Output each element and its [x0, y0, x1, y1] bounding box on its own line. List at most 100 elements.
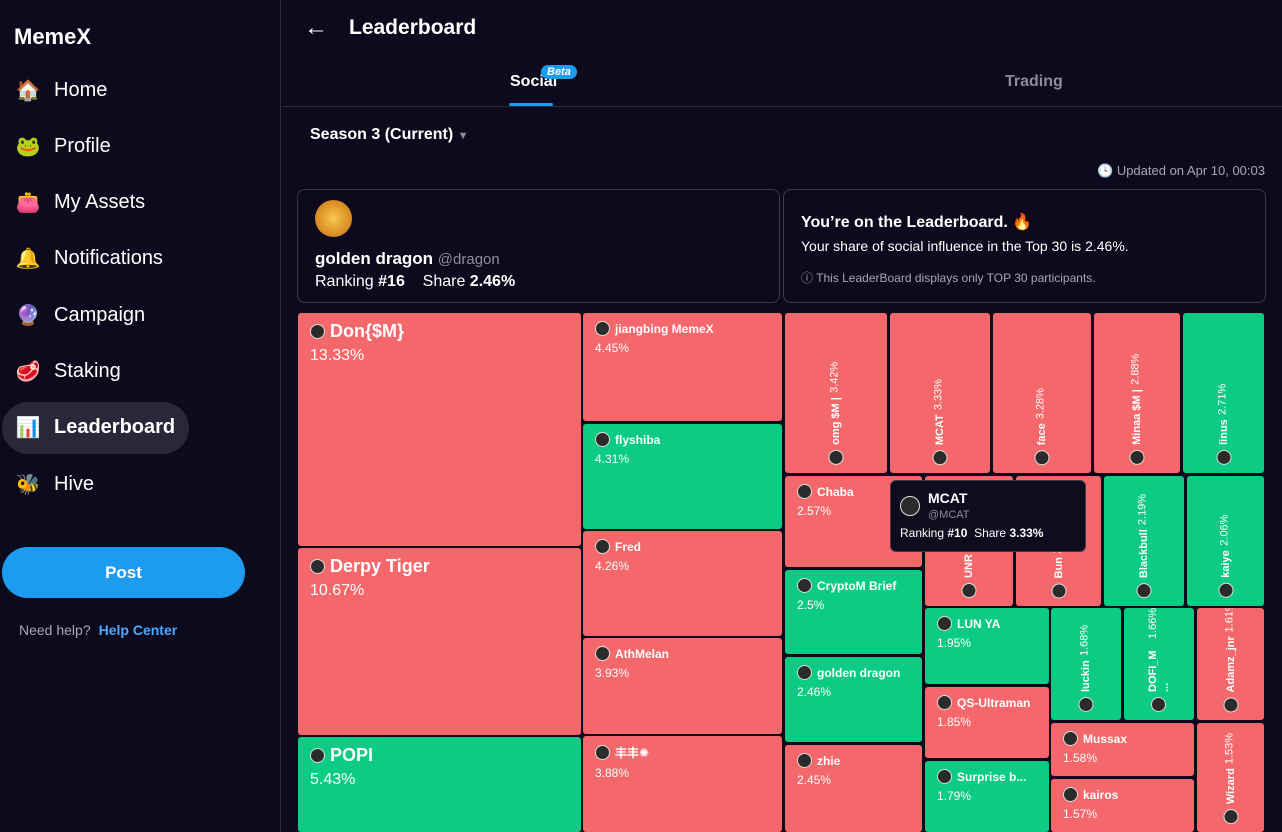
tile-name: flyshiba — [595, 432, 770, 447]
user-handle: @dragon — [437, 251, 500, 268]
avatar — [1216, 450, 1231, 465]
tile-share: 4.45% — [595, 341, 630, 355]
avatar — [1063, 787, 1078, 802]
tile-share: 1.79% — [937, 789, 972, 803]
tile[interactable]: Don{$M} 13.33% — [298, 313, 581, 546]
help-link[interactable]: Help Center — [98, 622, 178, 638]
tile[interactable]: CryptoM Brief 2.5% — [785, 570, 922, 654]
tile[interactable]: Mussax 1.58% — [1051, 723, 1194, 776]
tile[interactable]: Wizard 1.53% — [1197, 723, 1264, 832]
tile-share: 10.67% — [310, 582, 365, 599]
season-select[interactable]: Season 3 (Current) ▼ — [310, 126, 469, 143]
tile[interactable]: flyshiba 4.31% — [583, 424, 782, 529]
post-button[interactable]: Post — [2, 547, 245, 598]
avatar — [828, 450, 844, 465]
tile[interactable]: omg $M | 3.42% — [785, 313, 887, 473]
tile-name: golden dragon — [797, 665, 910, 680]
nav-label: Profile — [54, 134, 111, 157]
tile-name-text: Bun — [1052, 556, 1065, 578]
tile-name: zhie — [797, 753, 910, 768]
tile-text: linus 2.71% — [1216, 384, 1231, 465]
tile-text: Minaa $M | 2.88% — [1129, 354, 1145, 465]
tile[interactable]: Surprise b... 1.79% — [925, 761, 1049, 832]
nav-item[interactable]: 🔮 Campaign — [2, 289, 159, 341]
tile-name: QS-Ultraman — [937, 695, 1037, 710]
tile-name: linus — [1216, 419, 1231, 465]
avatar — [595, 321, 610, 336]
status-note: ⓘ This LeaderBoard displays only TOP 30 … — [801, 271, 1096, 285]
tile[interactable]: Derpy Tiger 10.67% — [298, 548, 581, 735]
avatar — [310, 324, 325, 339]
tile[interactable]: AthMelan 3.93% — [583, 638, 782, 734]
tile[interactable]: LUN YA 1.95% — [925, 608, 1049, 684]
tile-name: LUN YA — [937, 616, 1037, 631]
tile[interactable]: Blackbull 2.19% — [1104, 476, 1184, 606]
tile[interactable]: face 3.28% — [993, 313, 1091, 473]
tile-name-text: DOFI_M ... — [1147, 650, 1171, 692]
tile[interactable]: DOFI_M ... 1.66% — [1124, 608, 1194, 720]
tile-name-text: AthMelan — [615, 646, 669, 661]
tile-share: 1.85% — [937, 715, 972, 729]
tile[interactable]: MCAT 3.33% — [890, 313, 990, 473]
tile-name: 丰丰✺ — [595, 744, 770, 761]
tile-name: Don{$M} — [310, 321, 569, 342]
avatar — [1063, 731, 1078, 746]
tile-name-text: kaiye — [1219, 550, 1232, 578]
tile-share: 1.58% — [1063, 751, 1098, 765]
logo[interactable]: MemeX — [14, 24, 92, 49]
tile-name: Adamz_jnr — [1223, 636, 1238, 712]
nav-item[interactable]: 📊 Leaderboard — [2, 401, 190, 454]
tile[interactable]: 丰丰✺ 3.88% — [583, 736, 782, 832]
tile-share: 3.88% — [595, 766, 630, 780]
nav-item[interactable]: 🏠 Home — [2, 64, 121, 116]
avatar — [315, 200, 352, 237]
tile[interactable]: zhie 2.45% — [785, 745, 922, 832]
tile-name-text: jiangbing MemeX — [615, 321, 714, 336]
avatar — [937, 695, 952, 710]
tile[interactable]: jiangbing MemeX 4.45% — [583, 313, 782, 421]
tile-text: face 3.28% — [1034, 388, 1050, 465]
tile[interactable]: Fred 4.26% — [583, 531, 782, 636]
status-card: You’re on the Leaderboard. 🔥 Your share … — [783, 189, 1266, 303]
tile[interactable]: Minaa $M | 2.88% — [1094, 313, 1180, 473]
tile[interactable]: Adamz_jnr 1.61% — [1197, 608, 1264, 720]
tile-name-text: golden dragon — [817, 665, 901, 680]
tile-name: Mussax — [1063, 731, 1182, 746]
back-button[interactable]: ← — [304, 14, 328, 41]
tooltip-ranking-label: Ranking — [900, 526, 945, 540]
help: Need help? Help Center — [19, 622, 177, 638]
tile-share: 3.33% — [932, 378, 945, 411]
tooltip-name: MCAT — [928, 490, 968, 506]
tile-name-text: Surprise b... — [957, 769, 1027, 784]
tile-name: Minaa $M | — [1129, 389, 1145, 465]
tile[interactable]: golden dragon 2.46% — [785, 657, 922, 742]
avatar — [1223, 809, 1238, 824]
tile[interactable]: QS-Ultraman 1.85% — [925, 687, 1049, 758]
tile-share: 1.95% — [937, 636, 972, 650]
nav-item[interactable]: 🥩 Staking — [2, 346, 135, 398]
nav-item[interactable]: 🔔 Notifications — [2, 233, 177, 285]
tile-text: omg $M | 3.42% — [828, 362, 844, 465]
nav-item[interactable]: 👛 My Assets — [2, 177, 159, 229]
nav-label: Home — [54, 78, 108, 101]
tab-trading[interactable]: Trading — [1005, 73, 1063, 90]
avatar — [1034, 450, 1050, 465]
tile-name-text: Don{$M} — [330, 321, 405, 341]
tile[interactable]: linus 2.71% — [1183, 313, 1264, 473]
tooltip-share: 3.33% — [1009, 526, 1044, 540]
tile[interactable]: POPI 5.43% — [298, 737, 581, 832]
nav-icon: 🔮 — [15, 304, 41, 327]
nav-item[interactable]: 🐸 Profile — [2, 120, 125, 172]
nav-item[interactable]: 🐝 Hive — [2, 458, 108, 510]
nav-icon: 🥩 — [15, 361, 41, 383]
season-label: Season 3 (Current) — [310, 126, 454, 143]
tile[interactable]: kaiye 2.06% — [1187, 476, 1264, 606]
tile[interactable]: kairos 1.57% — [1051, 779, 1194, 832]
nav-label: Staking — [54, 360, 121, 382]
avatar — [1078, 697, 1094, 712]
tile-share: 2.19% — [1136, 493, 1149, 526]
nav-label: Notifications — [54, 247, 163, 270]
avatar — [595, 432, 610, 447]
tile[interactable]: luckin 1.68% — [1051, 608, 1121, 720]
